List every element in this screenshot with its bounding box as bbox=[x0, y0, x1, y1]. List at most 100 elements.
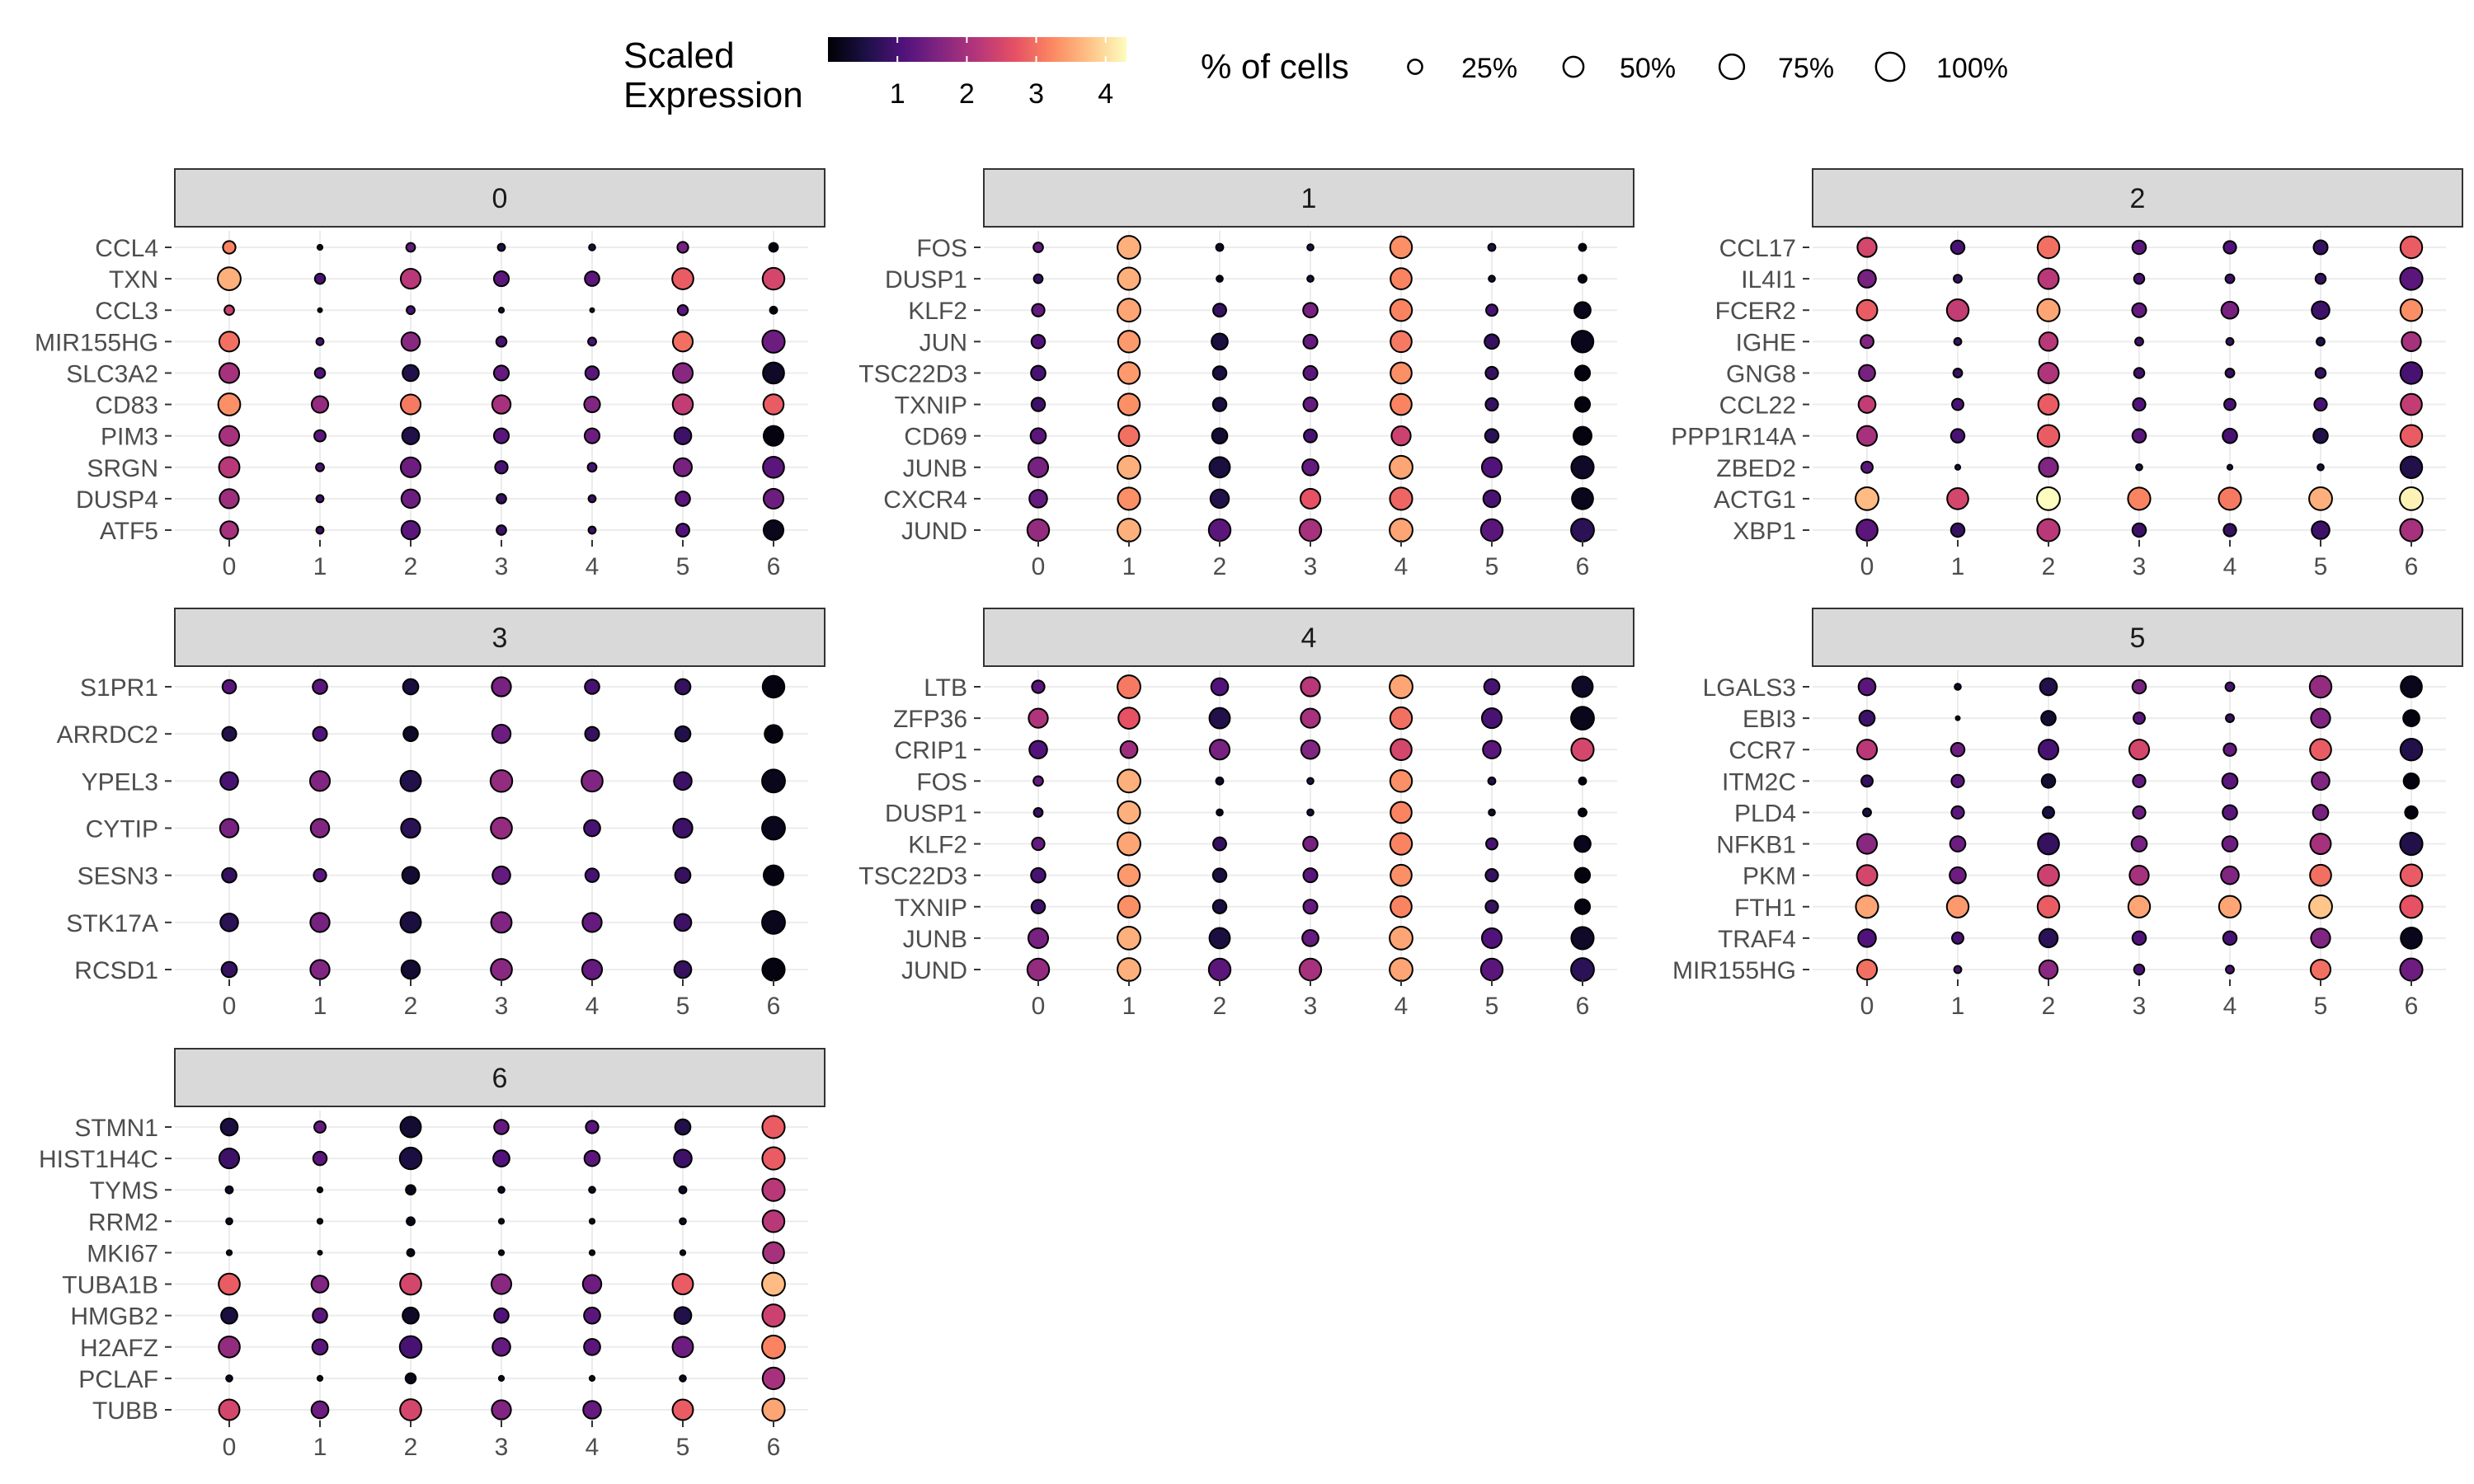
expression-dot bbox=[761, 329, 786, 354]
expression-dot bbox=[2131, 522, 2147, 538]
expression-dot bbox=[1298, 518, 1323, 542]
expression-dot bbox=[1032, 775, 1044, 787]
expression-dot bbox=[583, 1306, 601, 1325]
x-tick-label: 1 bbox=[313, 1434, 327, 1461]
expression-dot bbox=[400, 331, 421, 352]
expression-dot bbox=[1211, 899, 1228, 915]
expression-dot bbox=[310, 1275, 330, 1294]
expression-dot bbox=[496, 493, 507, 505]
x-tick-label: 3 bbox=[495, 553, 509, 580]
expression-dot bbox=[1027, 456, 1050, 478]
expression-dot bbox=[222, 240, 237, 255]
expression-dot bbox=[221, 726, 238, 742]
expression-dot bbox=[1856, 958, 1879, 981]
expression-dot bbox=[2135, 463, 2143, 472]
expression-dot bbox=[218, 1148, 241, 1170]
expression-dot bbox=[584, 270, 600, 287]
x-tick-label: 2 bbox=[404, 993, 418, 1020]
facet-strip-label: 2 bbox=[2130, 183, 2146, 214]
y-tick-label: ARRDC2 bbox=[57, 721, 158, 749]
expression-dot bbox=[1953, 965, 1963, 974]
expression-dot bbox=[761, 1303, 786, 1328]
expression-dot bbox=[1208, 707, 1231, 730]
expression-dot bbox=[1302, 867, 1319, 884]
y-tick-label: IGHE bbox=[1736, 329, 1796, 356]
expression-dot bbox=[2312, 239, 2329, 256]
size-legend-title: % of cells bbox=[1201, 47, 1349, 86]
expression-dot bbox=[1951, 931, 1964, 945]
y-tick-label: CYTIP bbox=[86, 816, 158, 843]
x-tick-label: 2 bbox=[404, 553, 418, 580]
expression-dot bbox=[492, 427, 510, 444]
expression-dot bbox=[1857, 928, 1877, 948]
y-tick-label: TUBB bbox=[92, 1397, 158, 1425]
expression-dot bbox=[1856, 864, 1879, 887]
expression-dot bbox=[761, 957, 786, 982]
x-tick-label: 4 bbox=[2223, 553, 2237, 580]
expression-dot bbox=[2218, 486, 2242, 511]
expression-dot bbox=[401, 866, 421, 885]
expression-dot bbox=[584, 867, 600, 883]
expression-dot bbox=[761, 266, 786, 291]
expression-dot bbox=[2039, 677, 2058, 697]
facet-strip bbox=[983, 168, 1634, 228]
expression-dot bbox=[1117, 298, 1141, 323]
expression-dot bbox=[671, 1398, 694, 1421]
expression-dot bbox=[2220, 865, 2240, 885]
expression-dot bbox=[496, 242, 506, 252]
expression-dot bbox=[1945, 298, 1970, 322]
expression-dot bbox=[2399, 831, 2424, 857]
expression-dot bbox=[679, 1217, 687, 1226]
color-scale-tick-label: 1 bbox=[890, 78, 905, 110]
expression-dot bbox=[1570, 518, 1595, 542]
expression-dot bbox=[1300, 676, 1321, 697]
expression-dot bbox=[675, 523, 690, 538]
size-legend-dot bbox=[1718, 53, 1746, 81]
expression-dot bbox=[1301, 929, 1319, 947]
expression-dot bbox=[762, 1241, 785, 1265]
expression-dot bbox=[402, 678, 420, 696]
expression-dot bbox=[1306, 243, 1315, 251]
expression-dot bbox=[581, 958, 604, 981]
expression-dot bbox=[312, 1150, 328, 1167]
expression-dot bbox=[671, 331, 694, 353]
facet-strip bbox=[1812, 168, 2463, 228]
expression-dot bbox=[761, 1177, 786, 1202]
expression-dot bbox=[316, 1374, 324, 1383]
expression-dot bbox=[2399, 957, 2424, 982]
expression-dot bbox=[312, 679, 328, 695]
expression-dot bbox=[1390, 895, 1413, 918]
expression-dot bbox=[1484, 365, 1499, 381]
expression-dot bbox=[317, 307, 323, 313]
y-tick-label: PCLAF bbox=[78, 1366, 158, 1393]
expression-dot bbox=[1487, 242, 1497, 252]
expression-dot bbox=[311, 1338, 329, 1356]
expression-dot bbox=[1302, 397, 1319, 413]
expression-dot bbox=[1215, 776, 1225, 786]
y-tick-label: IL4I1 bbox=[1741, 266, 1796, 294]
expression-dot bbox=[1031, 836, 1046, 852]
size-legend-dot bbox=[1562, 55, 1585, 78]
expression-dot bbox=[1858, 364, 1876, 383]
expression-dot bbox=[1302, 333, 1319, 350]
y-tick-label: PLD4 bbox=[1734, 800, 1796, 827]
expression-dot bbox=[1954, 715, 1961, 721]
expression-dot bbox=[2311, 300, 2331, 320]
expression-dot bbox=[2225, 336, 2235, 346]
expression-dot bbox=[1389, 925, 1413, 951]
expression-dot bbox=[402, 1306, 420, 1325]
x-tick-label: 3 bbox=[2133, 553, 2147, 580]
expression-dot bbox=[490, 911, 513, 934]
expression-dot bbox=[1390, 267, 1413, 290]
expression-dot bbox=[2399, 863, 2424, 887]
y-tick-label: DUSP1 bbox=[885, 800, 967, 827]
y-tick-label: MKI67 bbox=[87, 1240, 158, 1267]
expression-dot bbox=[1300, 707, 1321, 729]
expression-dot bbox=[219, 1117, 239, 1137]
color-scale-tick-label: 4 bbox=[1098, 78, 1113, 110]
expression-dot bbox=[1117, 674, 1141, 699]
expression-dot bbox=[2037, 267, 2060, 290]
expression-dot bbox=[2132, 773, 2147, 788]
expression-dot bbox=[406, 305, 416, 316]
x-tick-label: 2 bbox=[404, 1434, 418, 1461]
